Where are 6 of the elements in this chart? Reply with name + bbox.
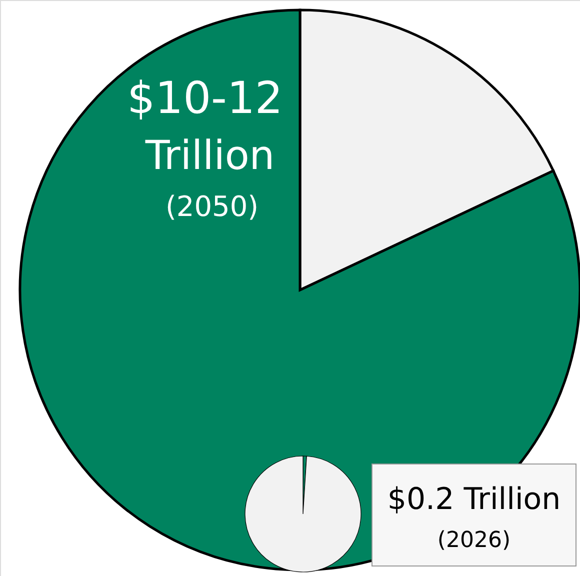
text: $10-12 [127,73,283,124]
text: Trillion [144,133,275,179]
text: (2026) [437,528,511,553]
pie-slice [18,8,580,571]
text: (2050) [165,190,259,223]
text: $0.2 Trillion [387,482,561,517]
